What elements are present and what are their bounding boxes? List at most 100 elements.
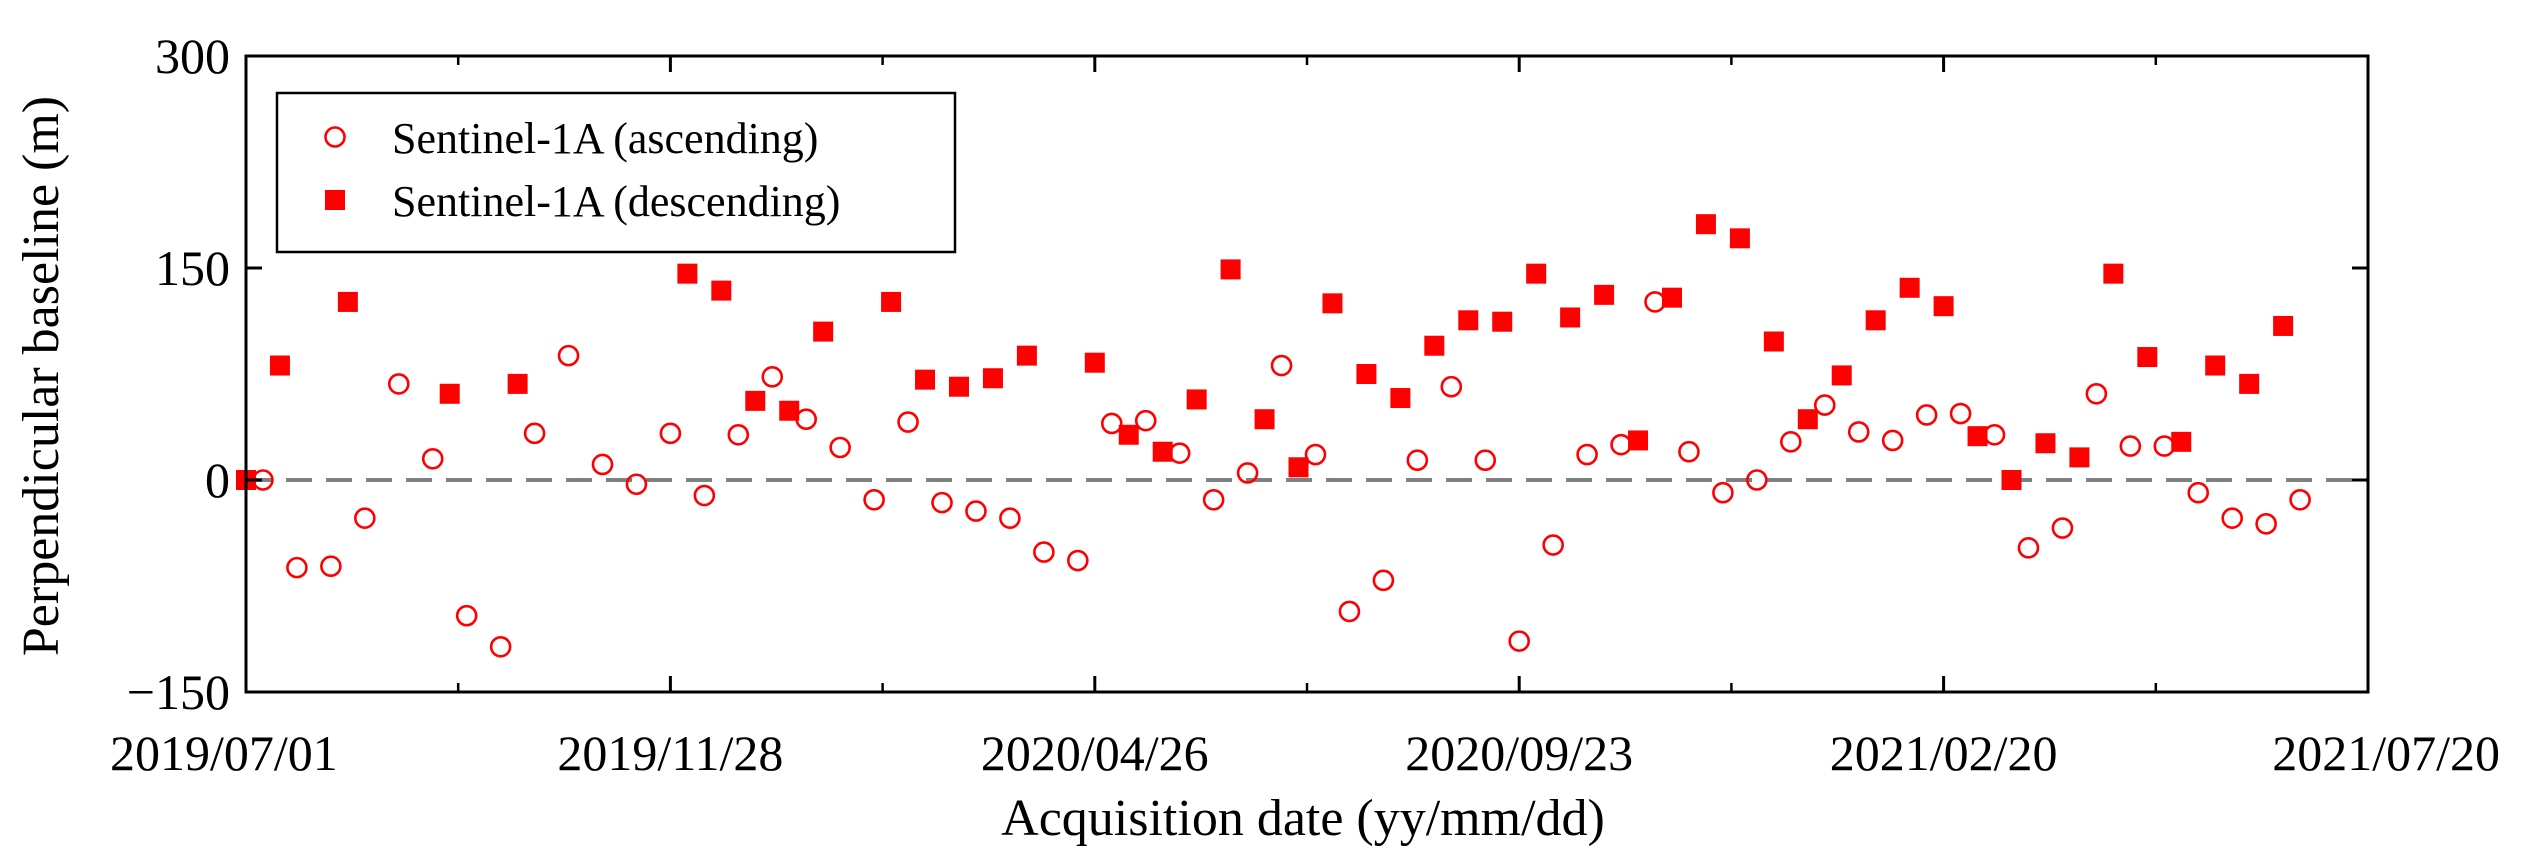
ascending-point bbox=[1881, 429, 1904, 452]
legend-ascending-label: Sentinel-1A (ascending) bbox=[392, 114, 818, 163]
descending-point bbox=[1695, 214, 1716, 235]
descending-point bbox=[813, 321, 834, 342]
ascending-point bbox=[1033, 541, 1055, 563]
descending-point bbox=[2001, 470, 2022, 490]
x-tick-label: 2020/04/26 bbox=[981, 725, 1209, 781]
ascending-point bbox=[863, 488, 885, 511]
ascending-point bbox=[354, 507, 376, 529]
descending-point bbox=[439, 383, 460, 404]
ascending-point bbox=[2051, 517, 2074, 539]
ascending-point bbox=[2255, 513, 2277, 535]
ascending-point bbox=[625, 473, 648, 496]
descending-point bbox=[2205, 355, 2226, 376]
descending-point bbox=[507, 373, 528, 394]
ascending-point bbox=[931, 491, 953, 514]
ascending-point bbox=[2085, 382, 2108, 405]
ascending-point bbox=[1100, 412, 1123, 435]
descending-point bbox=[2273, 315, 2294, 336]
ascending-point bbox=[1406, 449, 1429, 472]
x-tick-label: 2019/07/01 bbox=[110, 725, 338, 781]
descending-point bbox=[1933, 296, 1954, 317]
descending-point bbox=[2035, 433, 2056, 454]
legend-descending-marker bbox=[325, 190, 345, 210]
descending-point bbox=[745, 390, 766, 411]
descending-point bbox=[1288, 457, 1309, 478]
descending-point bbox=[1594, 284, 1615, 305]
ascending-point bbox=[2187, 481, 2210, 504]
ascending-point bbox=[1304, 443, 1327, 466]
ascending-point bbox=[2221, 507, 2243, 529]
ascending-point bbox=[1813, 394, 1836, 416]
ascending-point bbox=[387, 373, 410, 395]
ascending-point bbox=[1440, 375, 1463, 398]
descending-point bbox=[2069, 447, 2090, 468]
descending-point bbox=[1661, 287, 1682, 308]
descending-point bbox=[779, 400, 800, 421]
descending-point bbox=[1322, 293, 1343, 314]
y-tick-label: 150 bbox=[155, 240, 230, 296]
x-axis-label: Acquisition date (yy/mm/dd) bbox=[1001, 790, 1605, 847]
ascending-point bbox=[1576, 443, 1598, 466]
ascending-point bbox=[727, 423, 750, 446]
ascending-point bbox=[1338, 600, 1361, 623]
descending-point bbox=[1797, 409, 1818, 430]
descending-point bbox=[337, 291, 358, 312]
ascending-point bbox=[1372, 569, 1395, 592]
descending-point bbox=[1729, 228, 1750, 249]
ascending-point bbox=[829, 436, 851, 459]
x-tick-label: 2020/09/23 bbox=[1405, 725, 1633, 781]
descending-point bbox=[1899, 277, 1920, 298]
descending-point bbox=[915, 369, 936, 390]
descending-point bbox=[1967, 426, 1988, 447]
ascending-point bbox=[1746, 469, 1768, 491]
legend-box bbox=[275, 91, 957, 254]
x-tick-label: 2021/07/20 bbox=[2272, 725, 2500, 781]
descending-point bbox=[1526, 263, 1547, 284]
descending-point bbox=[948, 376, 969, 397]
descending-point bbox=[1492, 311, 1513, 332]
descending-point bbox=[1831, 365, 1852, 386]
ascending-point bbox=[421, 447, 444, 470]
ascending-point bbox=[1134, 409, 1157, 432]
y-tick-label: 300 bbox=[155, 28, 230, 84]
ascending-point bbox=[1678, 440, 1700, 463]
y-tick-label: −150 bbox=[127, 664, 230, 720]
ascending-point bbox=[1236, 462, 1259, 484]
legend-ascending-marker bbox=[324, 126, 346, 148]
descending-point bbox=[677, 263, 698, 284]
descending-point bbox=[2137, 347, 2158, 368]
descending-point bbox=[2103, 263, 2124, 284]
descending-point bbox=[982, 368, 1003, 389]
descending-point bbox=[1152, 441, 1173, 462]
ascending-point bbox=[659, 422, 682, 445]
x-tick-label: 2019/11/28 bbox=[557, 725, 783, 781]
ascending-point bbox=[1202, 488, 1225, 511]
ascending-point bbox=[523, 422, 546, 445]
descending-point bbox=[1865, 310, 1886, 331]
descending-point bbox=[711, 280, 732, 301]
ascending-point bbox=[1508, 630, 1530, 652]
descending-point bbox=[1118, 424, 1139, 445]
descending-point bbox=[1084, 352, 1105, 373]
descending-point bbox=[2171, 431, 2192, 452]
descending-point bbox=[1220, 259, 1241, 280]
tick-labels: −150 0 150 300 2019/07/01 2019/11/28 2020/04/2… bbox=[110, 28, 2500, 781]
legend: Sentinel-1A (ascending) Sentinel-1A (des… bbox=[275, 91, 957, 254]
ascending-point bbox=[455, 604, 478, 627]
ascending-point bbox=[2017, 537, 2040, 559]
ascending-point bbox=[2289, 488, 2311, 511]
ascending-point bbox=[693, 484, 716, 507]
x-tick-label: 2021/02/20 bbox=[1830, 725, 2058, 781]
descending-point bbox=[1560, 307, 1581, 328]
descending-point bbox=[881, 291, 902, 312]
descending-point bbox=[1390, 388, 1411, 409]
descending-point bbox=[1356, 364, 1377, 384]
legend-descending-label: Sentinel-1A (descending) bbox=[392, 177, 840, 226]
ascending-point bbox=[1474, 449, 1497, 472]
ascending-point bbox=[1847, 421, 1870, 443]
data-markers bbox=[236, 214, 2311, 658]
descending-point bbox=[2239, 373, 2260, 394]
descending-point bbox=[1254, 409, 1275, 430]
ascending-point bbox=[286, 556, 308, 579]
